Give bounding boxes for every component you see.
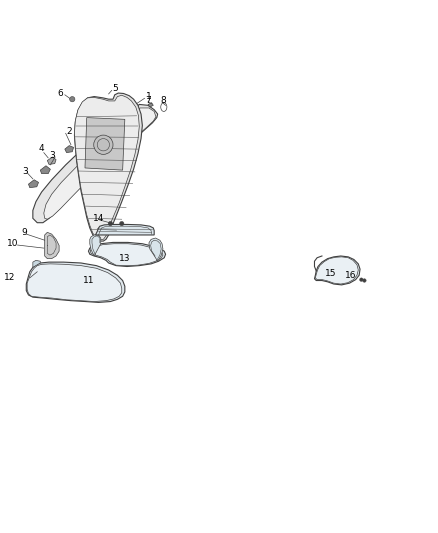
Polygon shape: [315, 257, 358, 284]
Text: 1: 1: [146, 92, 152, 101]
Polygon shape: [65, 146, 74, 152]
Text: 4: 4: [39, 144, 44, 153]
Polygon shape: [74, 93, 142, 241]
Circle shape: [360, 278, 363, 281]
Polygon shape: [314, 256, 360, 285]
Polygon shape: [149, 238, 163, 261]
Text: 8: 8: [160, 96, 166, 106]
Text: 14: 14: [93, 214, 104, 223]
Polygon shape: [27, 264, 122, 302]
Text: 3: 3: [22, 166, 28, 175]
Polygon shape: [90, 235, 101, 256]
Circle shape: [108, 221, 113, 226]
Text: 5: 5: [112, 84, 118, 93]
Circle shape: [363, 279, 366, 282]
Polygon shape: [148, 103, 153, 107]
Polygon shape: [26, 262, 125, 302]
Polygon shape: [88, 243, 166, 266]
Polygon shape: [44, 108, 156, 219]
Circle shape: [70, 96, 75, 102]
Text: 11: 11: [83, 276, 94, 285]
Text: 15: 15: [325, 269, 336, 278]
Text: 9: 9: [21, 228, 27, 237]
Polygon shape: [47, 157, 56, 165]
Polygon shape: [33, 104, 158, 223]
Polygon shape: [33, 260, 40, 268]
Polygon shape: [95, 224, 154, 235]
Text: 7: 7: [145, 95, 151, 104]
Text: 13: 13: [119, 254, 131, 263]
Text: 6: 6: [57, 88, 64, 98]
Text: 3: 3: [49, 151, 55, 160]
Polygon shape: [85, 118, 125, 170]
Text: 12: 12: [4, 273, 15, 282]
Circle shape: [120, 221, 124, 226]
Circle shape: [94, 135, 113, 155]
Polygon shape: [40, 166, 50, 174]
Polygon shape: [45, 232, 59, 259]
Text: 2: 2: [67, 127, 72, 136]
Text: 16: 16: [345, 271, 356, 280]
Polygon shape: [28, 180, 39, 188]
Polygon shape: [90, 244, 163, 265]
Text: 10: 10: [7, 239, 19, 248]
Polygon shape: [74, 95, 139, 239]
